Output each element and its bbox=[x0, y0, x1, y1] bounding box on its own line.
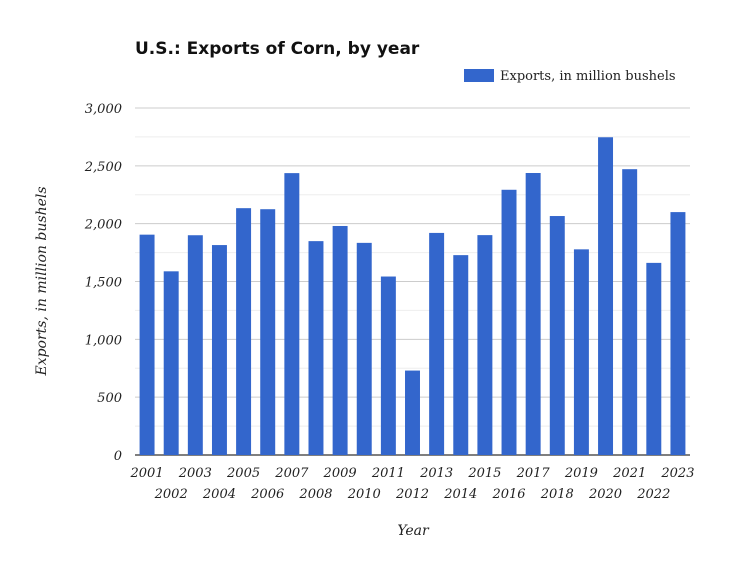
x-tick-label: 2020 bbox=[588, 487, 622, 502]
bar-2023 bbox=[670, 212, 686, 455]
bar-2018 bbox=[549, 216, 565, 455]
x-tick-label: 2011 bbox=[371, 466, 405, 481]
bar-2005 bbox=[236, 208, 252, 455]
bar-2009 bbox=[332, 225, 348, 455]
y-axis-title: Exports, in million bushels bbox=[34, 186, 50, 376]
y-tick-label: 2,000 bbox=[84, 218, 122, 233]
x-tick-label: 2019 bbox=[564, 466, 598, 481]
bar-2003 bbox=[187, 235, 203, 455]
x-tick-label: 2004 bbox=[202, 487, 236, 502]
x-tick-label: 2001 bbox=[130, 466, 164, 481]
bar-2016 bbox=[501, 189, 517, 455]
x-tick-label: 2009 bbox=[323, 466, 357, 481]
x-tick-label: 2018 bbox=[540, 487, 574, 502]
bar-2017 bbox=[525, 173, 541, 455]
legend-label: Exports, in million bushels bbox=[500, 69, 676, 84]
x-axis-title: Year bbox=[397, 523, 430, 539]
bar-2007 bbox=[284, 173, 300, 455]
legend-swatch bbox=[464, 69, 494, 82]
y-tick-label: 1,000 bbox=[85, 333, 122, 348]
x-tick-label: 2006 bbox=[250, 487, 284, 502]
x-tick-label: 2015 bbox=[467, 466, 501, 481]
bar-2013 bbox=[429, 232, 445, 455]
x-tick-label: 2012 bbox=[395, 487, 429, 502]
x-tick-label: 2023 bbox=[660, 466, 694, 481]
y-tick-label: 3,000 bbox=[85, 102, 122, 117]
x-tick-label: 2016 bbox=[491, 487, 525, 502]
x-tick-label: 2021 bbox=[612, 466, 646, 481]
chart-title: U.S.: Exports of Corn, by year bbox=[135, 39, 420, 59]
y-tick-label: 0 bbox=[114, 449, 122, 464]
bar-2002 bbox=[163, 271, 179, 455]
bar-2014 bbox=[453, 255, 469, 455]
bar-2006 bbox=[260, 209, 276, 455]
x-tick-label: 2007 bbox=[274, 466, 309, 481]
x-tick-label: 2003 bbox=[178, 466, 212, 481]
bar-2008 bbox=[308, 241, 324, 455]
bar-2001 bbox=[139, 234, 155, 455]
x-tick-label: 2017 bbox=[516, 466, 551, 481]
y-tick-label: 1,500 bbox=[85, 276, 122, 291]
bar-2020 bbox=[598, 137, 614, 455]
bar-2022 bbox=[646, 262, 662, 455]
x-tick-label: 2013 bbox=[419, 466, 453, 481]
x-tick-label: 2002 bbox=[154, 487, 188, 502]
x-tick-label: 2022 bbox=[636, 487, 670, 502]
bar-2012 bbox=[405, 370, 420, 455]
bar-2004 bbox=[211, 245, 227, 455]
x-tick-label: 2010 bbox=[347, 487, 381, 502]
bar-2011 bbox=[380, 276, 396, 455]
x-tick-label: 2014 bbox=[443, 487, 477, 502]
x-tick-label: 2005 bbox=[226, 466, 260, 481]
y-tick-label: 500 bbox=[97, 391, 122, 406]
y-tick-label: 2,500 bbox=[84, 160, 122, 175]
bar-2021 bbox=[622, 169, 638, 455]
bar-2015 bbox=[477, 235, 493, 455]
bar-2019 bbox=[573, 249, 589, 455]
x-tick-label: 2008 bbox=[298, 487, 332, 502]
bar-2010 bbox=[356, 242, 372, 455]
